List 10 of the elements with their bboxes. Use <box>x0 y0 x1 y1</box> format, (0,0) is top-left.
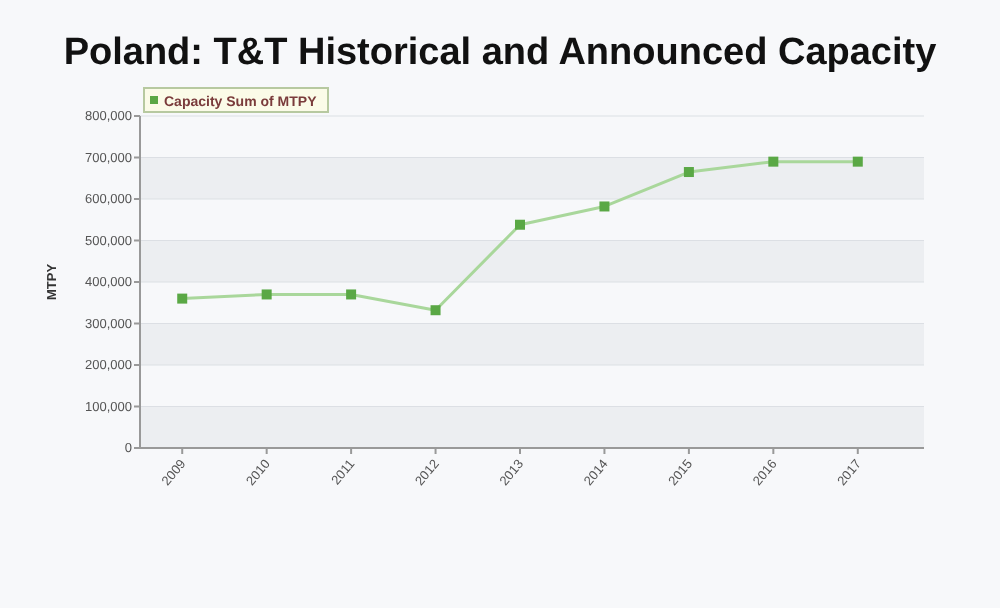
chart-title: Poland: T&T Historical and Announced Capacity <box>63 32 938 74</box>
point <box>599 201 610 212</box>
point <box>768 156 779 167</box>
point <box>177 293 188 304</box>
point <box>430 305 441 316</box>
point <box>515 219 525 230</box>
point <box>683 167 694 178</box>
point <box>346 289 357 300</box>
point <box>261 289 272 300</box>
point <box>852 156 863 167</box>
